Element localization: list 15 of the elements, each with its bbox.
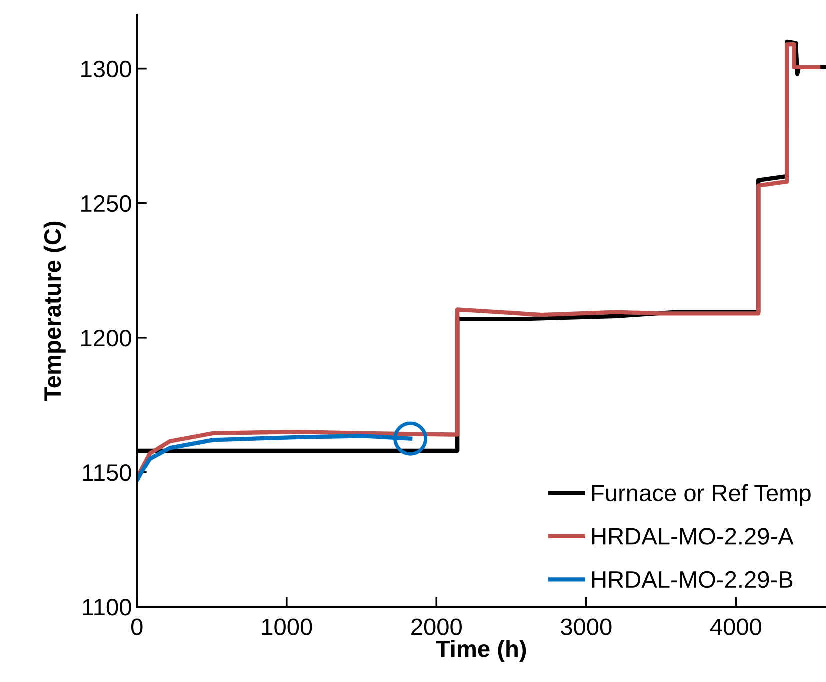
y-tick-label: 1150: [83, 464, 132, 482]
y-tick-label: 1300: [82, 60, 132, 78]
y-axis-title: Temperature (C): [44, 222, 66, 402]
x-tick-label: 4000: [710, 618, 762, 636]
x-tick-label: 2000: [412, 618, 462, 636]
y-tick-label: 1250: [82, 195, 132, 212]
legend-label: HRDAL-MO-2.29-A: [592, 528, 794, 545]
legend-label: HRDAL-MO-2.29-B: [592, 571, 793, 588]
x-tick-label: 0: [131, 618, 143, 636]
legend-label: Furnace or Ref Temp: [592, 484, 811, 506]
y-tick-label: 1100: [83, 599, 132, 616]
x-axis-title: Time (h): [436, 640, 526, 662]
y-tick-label: 1200: [82, 330, 132, 347]
x-tick-label: 1000: [262, 618, 312, 636]
x-tick-label: 3000: [561, 618, 612, 636]
